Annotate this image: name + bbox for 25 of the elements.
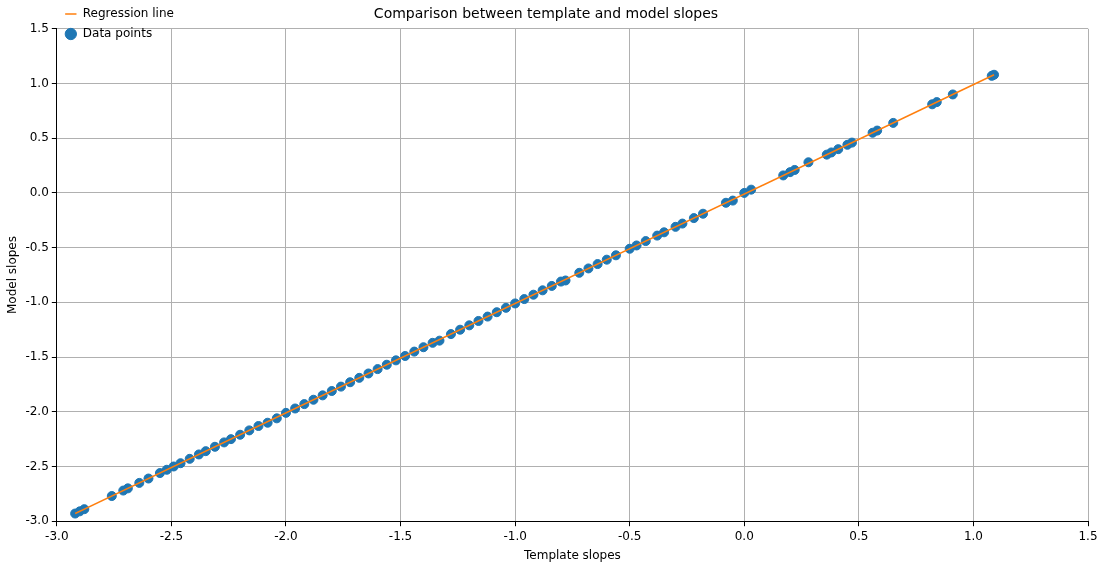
x-tick-label: -1.5	[388, 528, 413, 543]
y-tick-label: 1.0	[29, 75, 49, 90]
chart-title: Comparison between template and model slopes	[373, 5, 719, 22]
legend-label: Data points	[82, 26, 153, 41]
x-tick-label: -2.0	[274, 528, 298, 543]
x-tick-label: 0.0	[734, 528, 754, 543]
y-tick-label: -0.5	[25, 239, 49, 254]
x-tick-label: 0.5	[849, 528, 869, 543]
x-tick-label: 1.5	[1078, 528, 1098, 543]
x-tick-label: -0.5	[617, 528, 642, 543]
y-tick-label: -1.5	[25, 349, 49, 364]
y-tick-label: -2.5	[25, 458, 49, 473]
y-tick-label: 0.5	[29, 130, 49, 145]
x-axis-title: Template slopes	[523, 547, 621, 562]
y-tick-label: -1.0	[25, 294, 49, 309]
y-tick-label: -3.0	[25, 513, 49, 528]
x-tick-label: 1.0	[963, 528, 983, 543]
x-tick-label: -2.5	[159, 528, 184, 543]
y-axis-title: Model slopes	[5, 235, 20, 315]
y-tick-label: 0.0	[29, 185, 49, 200]
x-tick-label: -1.0	[503, 528, 527, 543]
x-tick-label: -3.0	[45, 528, 69, 543]
y-tick-label: -2.0	[25, 403, 49, 418]
legend-label: Regression line	[82, 6, 174, 21]
y-tick-label: 1.5	[29, 20, 49, 35]
